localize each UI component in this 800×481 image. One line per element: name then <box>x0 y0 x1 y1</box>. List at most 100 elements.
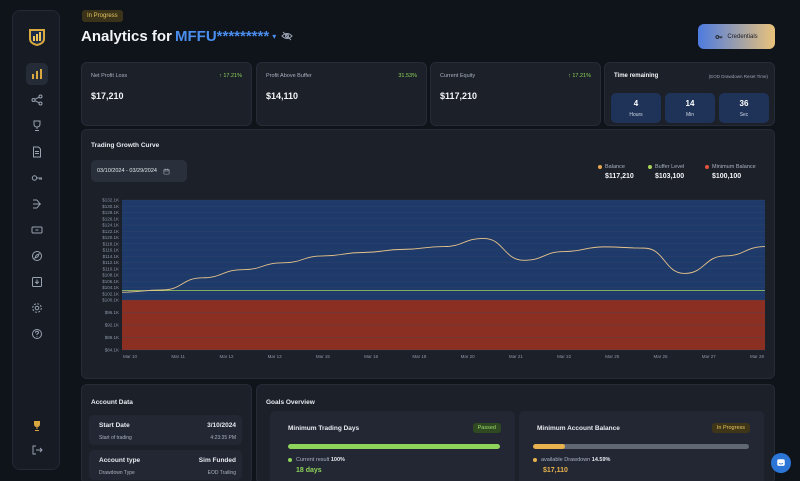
date-range-value: 03/10/2024 - 03/29/2024 <box>97 168 157 174</box>
y-tick-label: $114.1K <box>103 254 119 259</box>
y-tick-label: $120.1K <box>102 235 119 240</box>
y-tick-label: $84.1K <box>105 348 119 353</box>
chevron-down-icon: ▾ <box>272 32 277 41</box>
legend-buffer: Buffer Level $103,100 <box>648 164 684 180</box>
date-range-picker[interactable]: 03/10/2024 - 03/29/2024 <box>91 160 187 182</box>
x-tick-label: Mar 28 <box>750 354 765 359</box>
goal-info: Current result 100% <box>288 457 345 463</box>
status-badge: In Progress <box>82 10 123 22</box>
chart-title: Trading Growth Curve <box>91 142 160 149</box>
chat-button[interactable] <box>771 453 791 473</box>
x-tick-label: Mar 11 <box>171 354 185 359</box>
y-tick-label: $92.1K <box>105 323 119 328</box>
goal-status-badge: In Progress <box>711 423 750 433</box>
goal-card-min-balance: Minimum Account Balance In Progress avai… <box>519 411 764 481</box>
y-tick-label: $112.1K <box>103 260 119 265</box>
goal-title: Minimum Trading Days <box>288 425 360 432</box>
trophy-nav-icon[interactable] <box>26 115 48 137</box>
document-nav-icon[interactable] <box>26 141 48 163</box>
y-tick-label: $100.1K <box>102 298 119 303</box>
y-tick-label: $104.1K <box>102 285 119 290</box>
stat-delta: ↑ 17.21% <box>219 73 242 79</box>
y-tick-label: $96.1K <box>105 310 119 315</box>
eye-off-icon[interactable] <box>281 30 293 42</box>
row-sub-value: EOD Trailing <box>207 470 236 476</box>
account-data-card: Account Data Start Date 3/10/2024 Start … <box>81 384 252 481</box>
key-nav-icon[interactable] <box>26 167 48 189</box>
status-dot <box>288 457 292 462</box>
row-value: 3/10/2024 <box>207 422 236 429</box>
x-tick-label: Mar 20 <box>461 354 476 359</box>
flow-nav-icon[interactable] <box>26 193 48 215</box>
stat-delta: 31.53% <box>398 73 417 79</box>
x-tick-label: Mar 13 <box>268 354 283 359</box>
row-label: Start Date <box>99 422 130 429</box>
stat-value: $117,210 <box>440 91 478 101</box>
status-dot <box>533 457 537 462</box>
x-tick-label: Mar 16 <box>364 354 379 359</box>
y-tick-label: $88.1K <box>105 335 119 340</box>
stat-label: Profit Above Buffer <box>266 73 312 79</box>
page-title: Analytics for <box>81 28 172 45</box>
stat-value: $17,210 <box>91 91 124 101</box>
legend-dot <box>648 164 652 169</box>
balance-line <box>121 237 766 293</box>
calendar-icon <box>163 168 170 174</box>
growth-chart-card: Trading Growth Curve 03/10/2024 - 03/29/… <box>81 129 775 379</box>
goal-progress-bar <box>288 444 500 449</box>
growth-chart: $84.1K$88.1K$92.1K$96.1K$100.1K$102.1K$1… <box>102 198 766 359</box>
goal-big-value: 18 days <box>296 467 322 474</box>
y-tick-label: $126.1K <box>102 216 119 221</box>
x-tick-label: Mar 15 <box>316 354 331 359</box>
y-tick-label: $116.1K <box>103 248 119 253</box>
stat-card-profit-above-buffer: Profit Above Buffer 31.53% $14,110 <box>256 62 427 126</box>
ticket-nav-icon[interactable] <box>26 219 48 241</box>
goal-progress-fill <box>533 444 566 449</box>
stat-value: $14,110 <box>266 91 299 101</box>
trophy-gold-nav-icon[interactable] <box>26 415 48 437</box>
x-tick-label: Mar 12 <box>219 354 234 359</box>
goal-info: available Drawdown 14.59% <box>533 457 610 463</box>
chat-icon <box>777 459 785 466</box>
time-remaining-title: Time remaining <box>614 73 659 79</box>
account-selector[interactable]: MFFU********* ▾ <box>175 28 276 45</box>
analytics-nav-icon[interactable] <box>26 63 48 85</box>
goal-progress-bar <box>533 444 749 449</box>
sidebar <box>12 10 60 470</box>
legend-balance: Balance $117,210 <box>598 164 634 180</box>
timer-minutes: 14 Min <box>665 93 715 123</box>
y-tick-label: $106.1K <box>102 279 119 284</box>
x-tick-label: Mar 21 <box>509 354 524 359</box>
legend-dot <box>598 164 602 169</box>
y-tick-label: $118.1K <box>103 241 119 246</box>
x-tick-label: Mar 27 <box>702 354 717 359</box>
stat-label: Current Equity <box>440 73 476 79</box>
x-tick-label: Mar 26 <box>654 354 669 359</box>
compass-nav-icon[interactable] <box>26 245 48 267</box>
row-sub-label: Start of trading <box>99 435 132 441</box>
time-remaining-subtitle: (EOD Drawdown Reset Time) <box>708 74 768 79</box>
credentials-button[interactable]: Credentials <box>698 24 775 49</box>
arrow-up-icon: ↑ <box>568 73 573 79</box>
y-tick-label: $102.1K <box>102 291 119 296</box>
logout-nav-icon[interactable] <box>26 439 48 461</box>
key-icon <box>715 34 723 39</box>
y-tick-label: $132.1K <box>102 198 119 203</box>
row-sub-value: 4:23:35 PM <box>210 435 236 441</box>
help-nav-icon[interactable] <box>26 323 48 345</box>
y-tick-label: $130.1K <box>102 204 119 209</box>
settings-nav-icon[interactable] <box>26 297 48 319</box>
stat-label: Net Profit Loss <box>91 73 128 79</box>
share-nav-icon[interactable] <box>26 89 48 111</box>
x-tick-label: Mar 18 <box>412 354 427 359</box>
download-nav-icon[interactable] <box>26 271 48 293</box>
arrow-up-icon: ↑ <box>219 73 224 79</box>
account-data-title: Account Data <box>91 399 133 406</box>
y-tick-label: $108.1K <box>102 273 119 278</box>
legend-dot <box>705 164 709 169</box>
y-tick-label: $122.1K <box>102 229 119 234</box>
y-tick-label: $128.1K <box>102 210 119 215</box>
credentials-label: Credentials <box>727 33 758 40</box>
row-label: Account type <box>99 457 141 464</box>
goal-progress-fill <box>288 444 500 449</box>
